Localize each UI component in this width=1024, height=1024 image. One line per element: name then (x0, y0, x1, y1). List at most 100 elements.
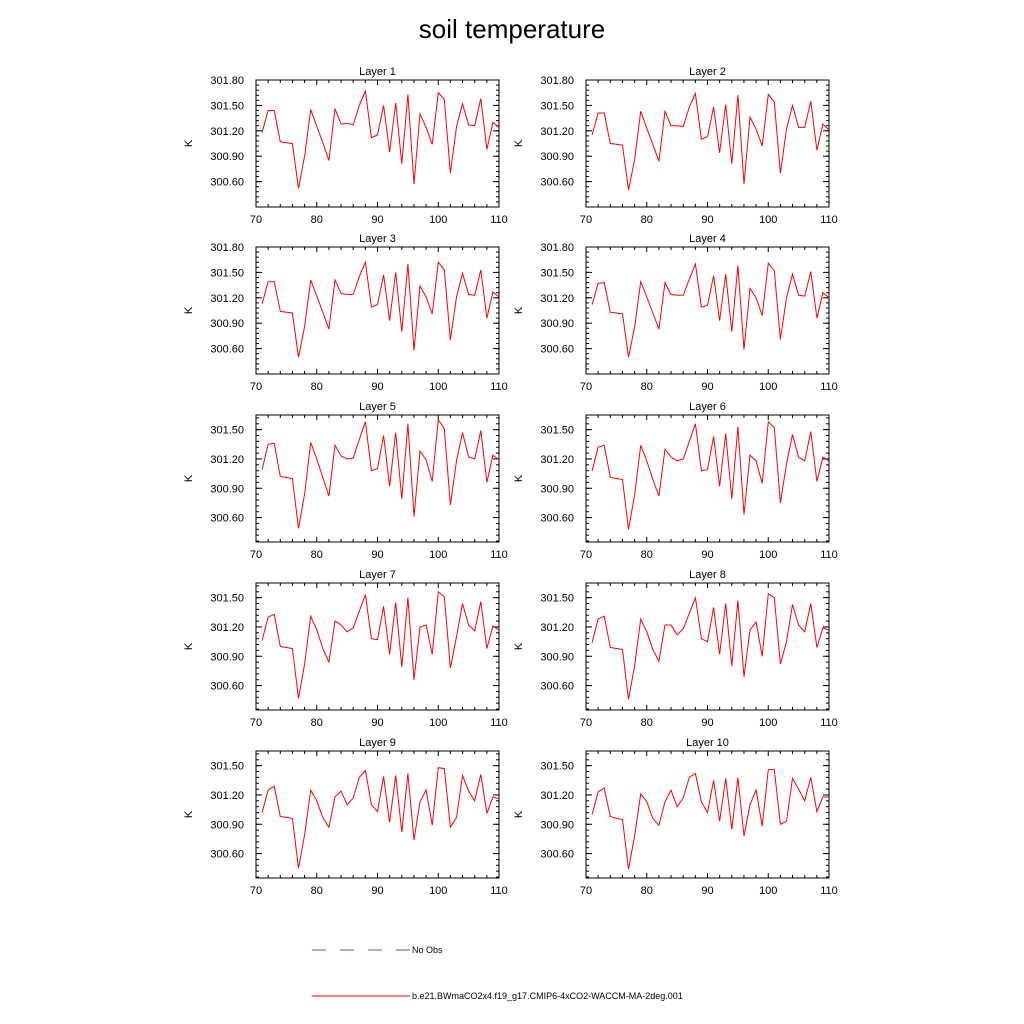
x-tick-label: 70 (250, 885, 262, 897)
x-tick-label: 70 (580, 214, 592, 226)
y-tick-label: 300.60 (210, 681, 244, 693)
y-tick-label: 300.90 (210, 151, 244, 163)
panel-title: Layer 8 (689, 569, 726, 581)
y-tick-label: 301.20 (210, 293, 244, 305)
x-tick-label: 110 (490, 381, 508, 393)
x-tick-label: 110 (820, 885, 838, 897)
y-tick-label: 300.90 (210, 483, 244, 495)
y-tick-label: 301.80 (540, 75, 574, 87)
panel-title: Layer 3 (359, 233, 396, 245)
panel-title: Layer 9 (359, 737, 396, 749)
x-tick-label: 70 (580, 885, 592, 897)
x-tick-label: 110 (490, 717, 508, 729)
y-axis-label: K (513, 642, 525, 650)
y-tick-label: 301.50 (540, 425, 574, 437)
panel-title: Layer 4 (689, 233, 726, 245)
x-tick-label: 70 (250, 549, 262, 561)
x-tick-label: 80 (311, 214, 323, 226)
x-tick-label: 90 (371, 885, 383, 897)
panel-title: Layer 5 (359, 401, 396, 413)
y-tick-label: 301.50 (210, 100, 244, 112)
x-tick-label: 80 (641, 549, 653, 561)
panel-7: Layer 7 70 80 90 100 110 300.60 300.90 301.20 301… (183, 569, 508, 729)
y-tick-label: 300.90 (540, 318, 574, 330)
x-tick-label: 100 (759, 717, 777, 729)
x-tick-label: 80 (311, 717, 323, 729)
x-tick-label: 70 (580, 717, 592, 729)
y-tick-label: 300.60 (210, 849, 244, 861)
y-tick-label: 300.60 (210, 344, 244, 356)
y-tick-label: 300.90 (540, 483, 574, 495)
plot-frame (255, 246, 500, 375)
y-tick-label: 300.60 (210, 177, 244, 189)
y-tick-label: 301.50 (540, 593, 574, 605)
y-tick-label: 301.20 (210, 622, 244, 634)
x-tick-label: 80 (641, 214, 653, 226)
y-tick-label: 301.20 (540, 126, 574, 138)
plot-frame (585, 414, 830, 543)
x-tick-label: 100 (759, 885, 777, 897)
series-line (261, 89, 500, 189)
x-tick-label: 90 (371, 549, 383, 561)
x-tick-label: 80 (641, 885, 653, 897)
y-tick-label: 301.20 (540, 454, 574, 466)
x-tick-label: 100 (429, 549, 447, 561)
x-tick-label: 100 (429, 381, 447, 393)
series-line (591, 420, 830, 530)
x-tick-label: 90 (701, 549, 713, 561)
panel-4: Layer 4 70 80 90 100 110 300.60 300.90 301.20 301… (513, 233, 838, 393)
y-tick-label: 301.80 (210, 242, 244, 254)
y-tick-label: 301.20 (210, 790, 244, 802)
y-tick-label: 301.50 (210, 267, 244, 279)
x-tick-label: 110 (490, 549, 508, 561)
plot-frame (585, 582, 830, 711)
y-tick-label: 300.90 (210, 651, 244, 663)
x-tick-label: 70 (250, 381, 262, 393)
x-tick-label: 90 (371, 214, 383, 226)
series-line (261, 767, 500, 869)
y-tick-label: 301.80 (210, 75, 244, 87)
x-tick-label: 100 (759, 214, 777, 226)
x-tick-label: 80 (311, 549, 323, 561)
panel-1: Layer 1 70 80 90 100 110 300.60 300.90 301.20 301… (183, 66, 508, 226)
x-tick-label: 110 (820, 549, 838, 561)
x-tick-label: 90 (701, 717, 713, 729)
x-tick-label: 80 (641, 381, 653, 393)
y-tick-label: 301.50 (210, 593, 244, 605)
y-tick-label: 300.90 (540, 151, 574, 163)
x-tick-label: 90 (701, 381, 713, 393)
x-tick-label: 110 (490, 214, 508, 226)
x-tick-label: 110 (490, 885, 508, 897)
x-tick-label: 70 (250, 717, 262, 729)
x-tick-label: 80 (311, 885, 323, 897)
x-tick-label: 110 (820, 214, 838, 226)
y-tick-label: 300.90 (540, 819, 574, 831)
y-tick-label: 301.50 (540, 761, 574, 773)
x-tick-label: 70 (580, 381, 592, 393)
y-tick-label: 300.60 (540, 849, 574, 861)
plot-frame (255, 750, 500, 879)
panel-title: Layer 6 (689, 401, 726, 413)
y-tick-label: 301.20 (540, 790, 574, 802)
y-tick-label: 300.60 (540, 513, 574, 525)
x-tick-label: 80 (311, 381, 323, 393)
series-line (591, 769, 829, 870)
panel-title: Layer 1 (359, 66, 396, 78)
panel-10: Layer 10 70 80 90 100 110 300.60 300.90 301.20 30… (513, 737, 838, 897)
y-tick-label: 301.80 (540, 242, 574, 254)
series-line (591, 261, 830, 358)
plot-frame (585, 246, 830, 375)
x-tick-label: 90 (371, 381, 383, 393)
x-tick-label: 90 (701, 214, 713, 226)
series-line (261, 260, 500, 358)
y-tick-label: 301.20 (540, 293, 574, 305)
x-tick-label: 100 (429, 717, 447, 729)
y-axis-label: K (513, 474, 525, 482)
panel-3: Layer 3 70 80 90 100 110 300.60 300.90 301.20 301… (183, 233, 508, 393)
y-axis-label: K (513, 139, 525, 147)
plot-frame (255, 582, 500, 711)
y-tick-label: 300.90 (540, 651, 574, 663)
x-tick-label: 100 (759, 549, 777, 561)
panel-6: Layer 6 70 80 90 100 110 300.60 300.90 301.20 301… (513, 401, 838, 561)
